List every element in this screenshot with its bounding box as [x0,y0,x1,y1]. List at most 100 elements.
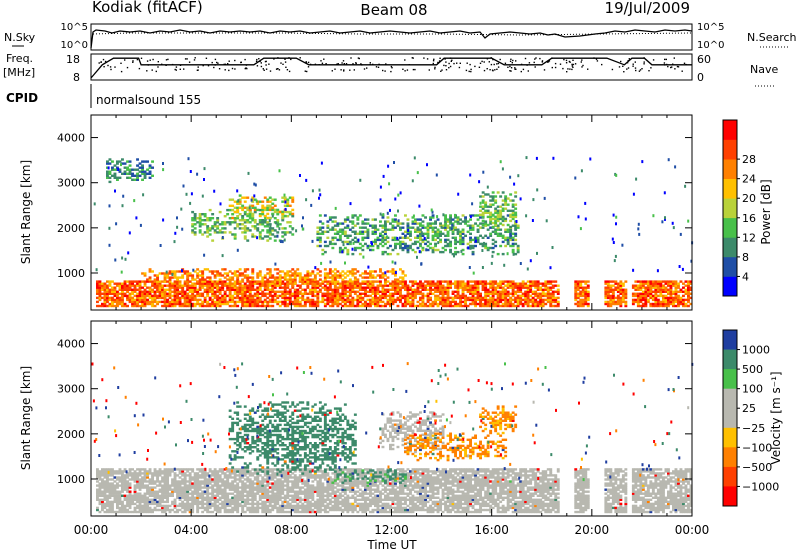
range-cell [148,288,152,291]
range-cell [268,223,272,226]
range-cell [176,280,179,283]
range-cell [131,494,134,497]
range-cell [529,259,532,263]
range-cell [549,296,553,300]
range-cell [376,288,380,291]
range-cell [531,219,534,222]
range-cell [406,284,410,287]
range-cell [133,510,137,514]
range-cell [358,304,362,308]
range-cell [336,270,340,273]
range-cell [171,500,174,504]
range-cell [98,490,102,493]
range-cell [271,296,275,300]
range-cell [379,224,382,227]
range-cell [243,237,247,240]
range-cell [501,298,505,302]
nave-dot [263,69,265,71]
range-cell [176,286,179,289]
range-cell [486,228,490,231]
range-cell [248,212,252,216]
range-cell [201,300,205,304]
range-cell [241,204,245,207]
range-cell [126,168,129,171]
range-cell [266,282,270,285]
range-cell [687,219,690,223]
nave-dot [406,69,409,71]
range-cell [491,254,494,258]
range-cell [364,282,367,285]
range-cell [148,294,152,298]
range-cell [148,498,152,501]
range-cell [96,290,99,293]
range-cell [131,496,134,499]
range-cell [621,298,625,302]
range-cell [116,300,119,304]
range-cell [113,510,117,514]
range-cell [221,294,225,298]
nave-dot [681,70,683,72]
range-cell [138,468,142,471]
range-cell [281,286,285,289]
range-cell [168,292,172,295]
range-cell [121,296,124,300]
range-cell [366,272,370,275]
range-cell [218,292,222,295]
nave-dot [183,68,185,70]
range-cell [489,213,493,216]
colorbar-tick-label: 16 [742,212,756,225]
range-cell [128,496,132,499]
range-cell [376,296,380,300]
range-cell [226,208,230,212]
range-cell [316,236,320,239]
range-cell [141,296,144,300]
range-cell [141,292,144,295]
range-cell [186,278,190,281]
range-cell [484,300,488,304]
range-cell [201,276,205,279]
range-cell [509,199,513,202]
range-cell [126,290,129,293]
range-cell [341,250,344,254]
range-cell [454,300,457,304]
range-cell [178,300,182,304]
range-cell [108,304,112,308]
range-cell [316,296,320,300]
range-cell [296,284,300,287]
range-cell [171,480,174,483]
range-cell [491,280,495,283]
range-cell [133,168,137,171]
range-cell [351,274,355,277]
range-cell [431,302,435,306]
range-cell [651,290,655,293]
range-cell [406,286,410,289]
range-cell [419,222,422,225]
range-cell [436,236,440,239]
range-cell [659,284,663,287]
range-cell [604,286,608,289]
range-cell [163,506,167,510]
range-cell [228,296,232,300]
range-cell [181,274,185,277]
range-cell [286,270,290,273]
range-cell [656,280,660,283]
range-cell [233,274,237,277]
range-cell [384,230,387,233]
range-cell [116,290,119,293]
range-cell [446,234,450,237]
range-cell [116,506,119,510]
range-cell [313,282,317,285]
range-cell [231,216,235,220]
range-cell [108,296,112,300]
range-cell [311,288,315,291]
range-cell [243,229,247,232]
range-cell [231,296,235,300]
range-cell [389,270,392,273]
range-cell [494,207,498,210]
range-cell [203,280,207,283]
range-cell [469,288,472,291]
range-cell [131,478,134,481]
range-cell [101,492,104,495]
range-cell [331,226,335,229]
nave-dot [632,65,634,67]
